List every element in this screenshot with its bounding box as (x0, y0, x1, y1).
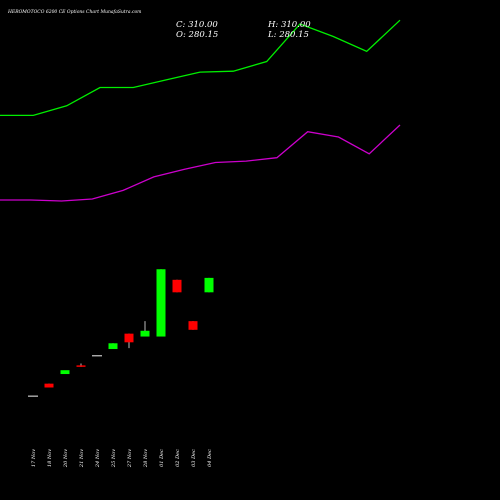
x-tick-label: 28 Nov (143, 449, 149, 468)
x-tick-label: 18 Nov (47, 449, 53, 467)
candle-02-dec (172, 279, 182, 293)
candle-body (108, 343, 118, 350)
open-value: O: 280.15 (176, 30, 219, 40)
candle-body (76, 365, 86, 367)
candle-body (156, 269, 166, 337)
indicator-bands (0, 19, 401, 202)
candle-body (60, 370, 70, 375)
close-value: C: 310.00 (176, 20, 218, 30)
candle-body (172, 279, 182, 293)
candle-01-dec (156, 269, 166, 337)
candle-body (188, 321, 198, 330)
candle-21-nov (76, 363, 86, 367)
x-tick-label: 27 Nov (127, 449, 133, 468)
x-tick-label: 20 Nov (63, 449, 69, 468)
candle-27-nov (124, 333, 134, 349)
x-tick-label: 02 Dec (175, 449, 181, 467)
candle-body (44, 383, 54, 388)
candle-03-dec (188, 321, 198, 330)
candle-body (204, 277, 214, 293)
candle-20-nov (60, 370, 70, 375)
candle-body (140, 330, 150, 337)
chart-title: HEROMOTOCO 6200 CE Options Chart MunafaS… (8, 10, 142, 15)
candle-body (124, 333, 134, 343)
x-axis-labels: 17 Nov 18 Nov 20 Nov 21 Nov 24 Nov 25 Nov 27 N… (31, 449, 213, 468)
band-line-2 (0, 124, 401, 202)
candlesticks (28, 269, 214, 397)
x-tick-label: 03 Dec (191, 449, 197, 467)
high-value: H: 310.00 (268, 20, 311, 30)
low-value: L: 280.15 (268, 30, 309, 40)
candle-25-nov (108, 343, 118, 350)
x-tick-label: 04 Dec (207, 449, 213, 467)
x-tick-label: 01 Dec (159, 449, 165, 467)
x-tick-label: 17 Nov (31, 449, 37, 467)
candle-28-nov (140, 321, 150, 337)
candle-18-nov (44, 383, 54, 388)
x-tick-label: 25 Nov (111, 449, 117, 468)
candle-04-dec (204, 277, 214, 293)
x-tick-label: 21 Nov (79, 449, 85, 468)
band-line-1 (0, 19, 401, 117)
x-tick-label: 24 Nov (95, 449, 101, 468)
